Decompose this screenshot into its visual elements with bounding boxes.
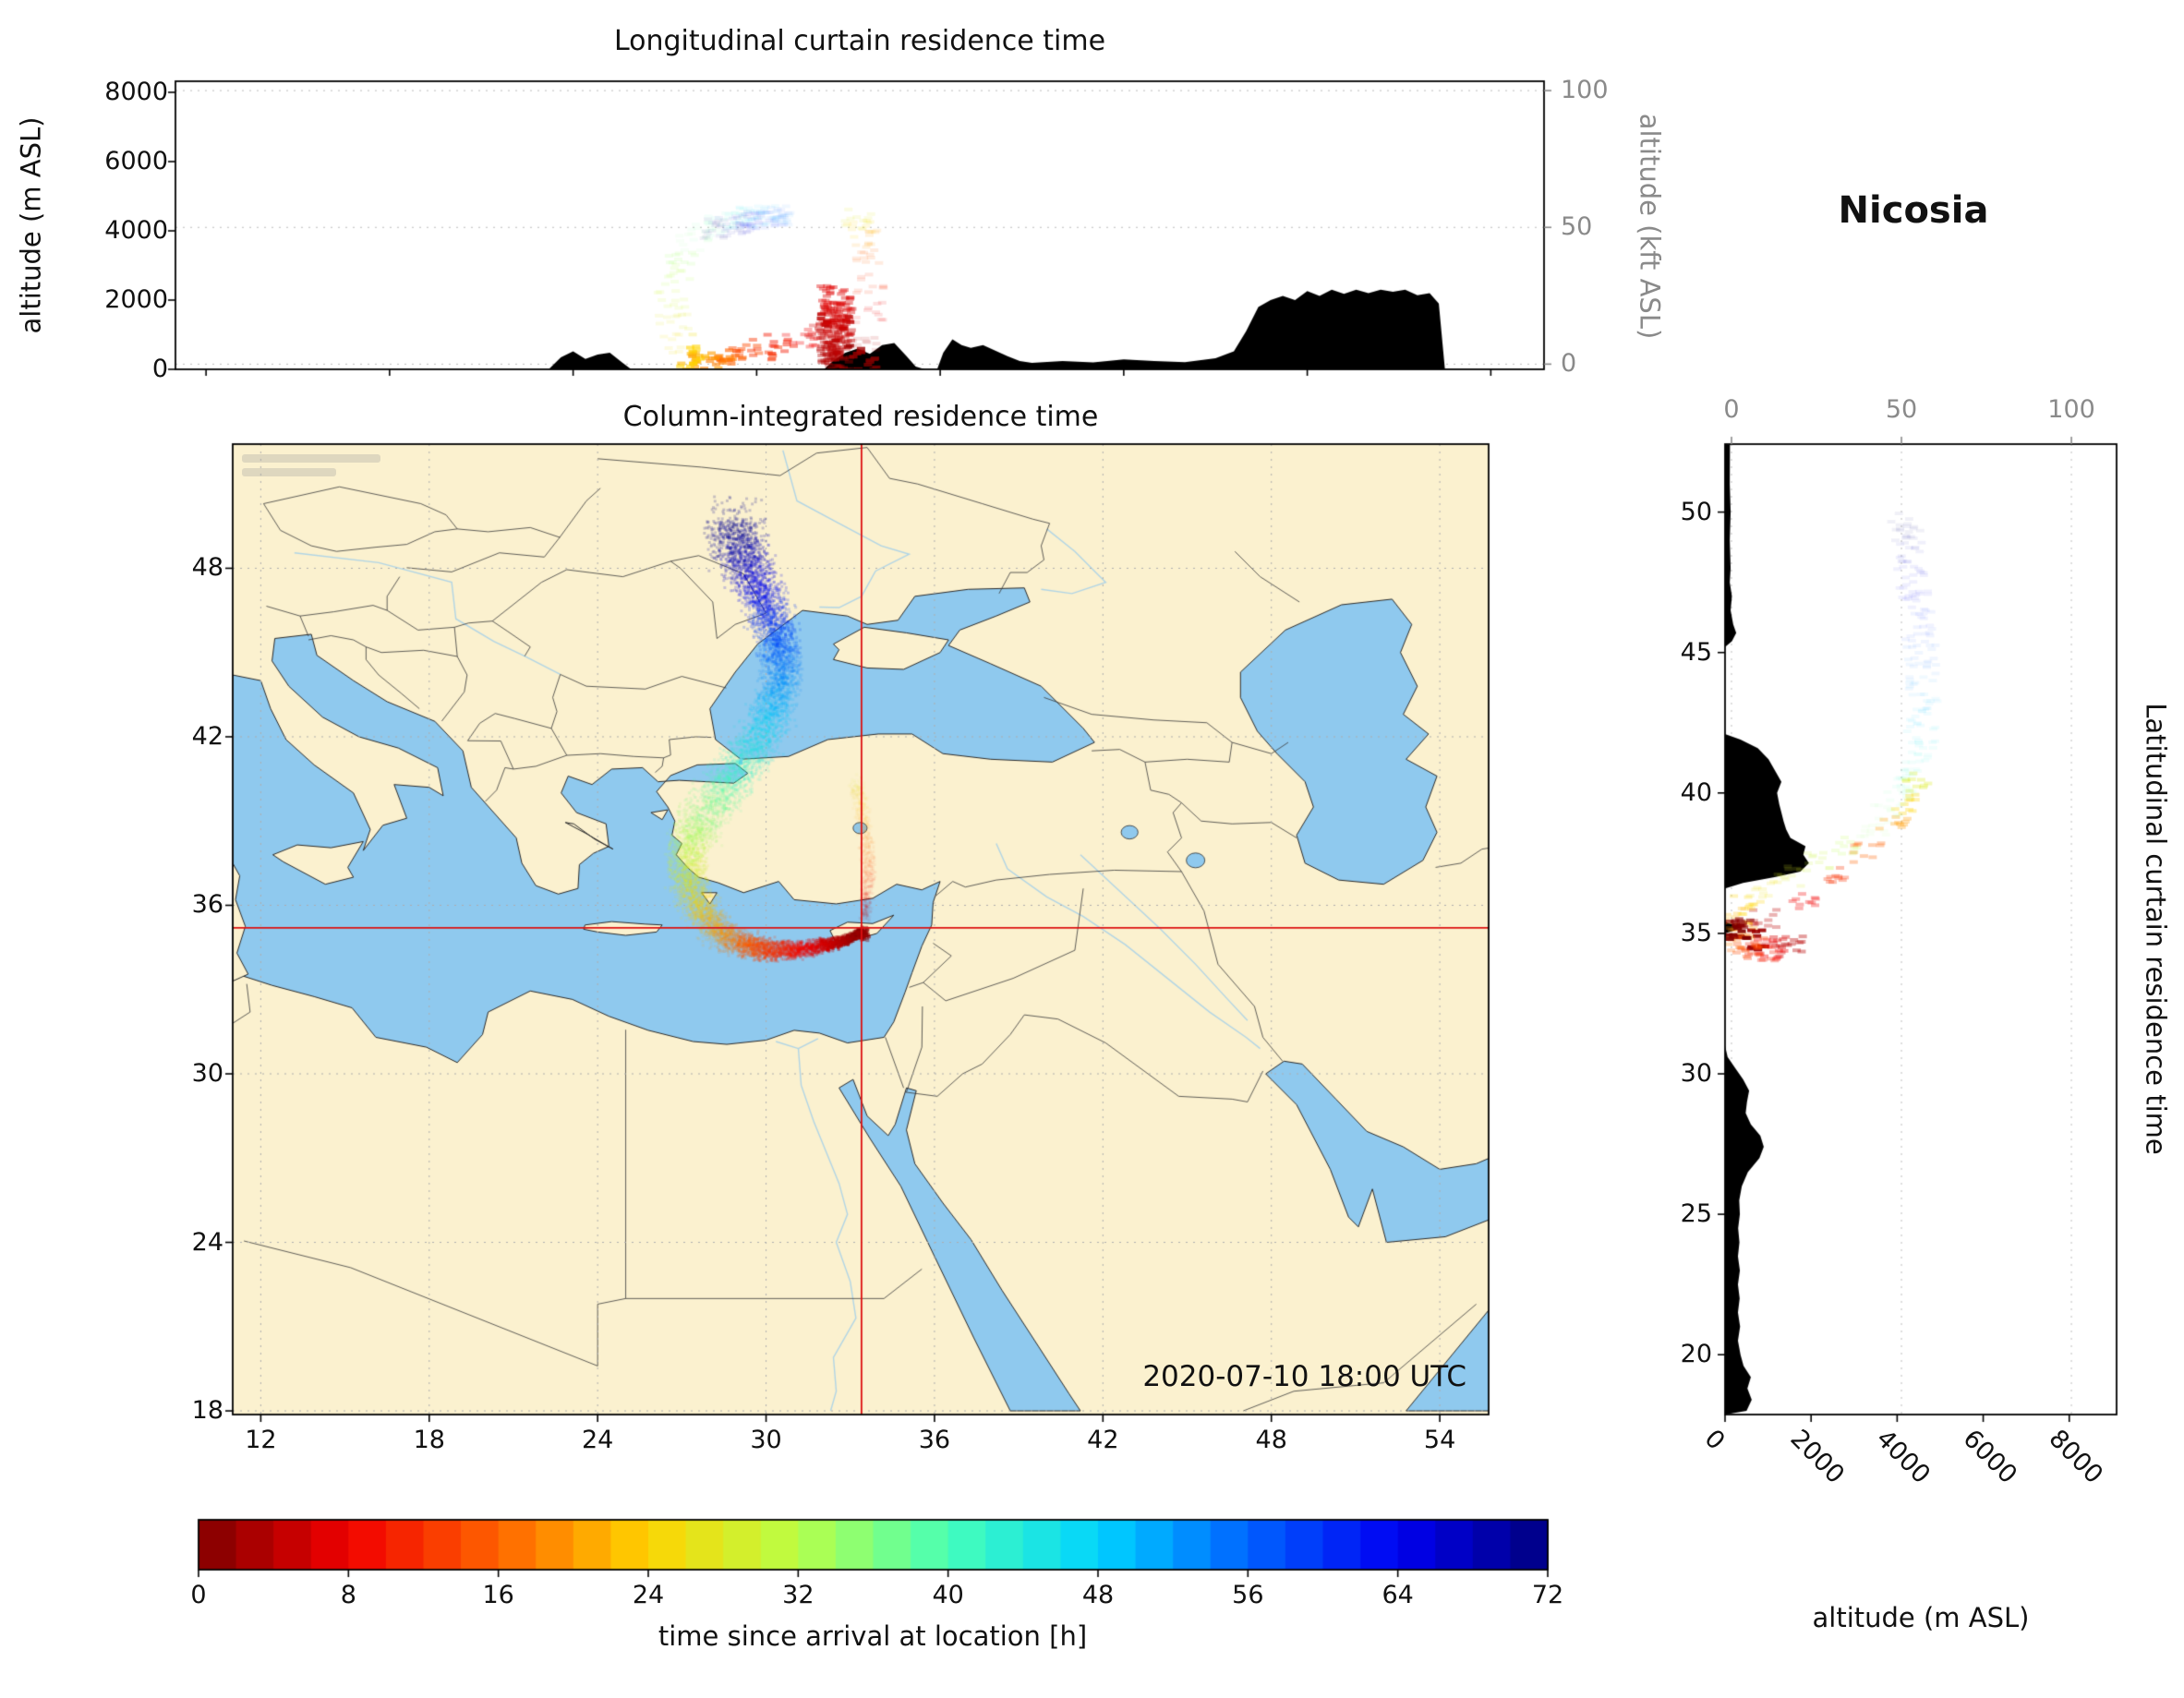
map-attribution-text	[242, 468, 336, 476]
right-ytick-lat: 25	[1680, 1199, 1712, 1229]
top-ylabel-right: altitude (kft ASL)	[1634, 113, 1666, 340]
map-ytick: 18	[191, 1396, 223, 1426]
map-xtick: 24	[581, 1426, 614, 1454]
map-ytick: 42	[191, 721, 223, 751]
colorbar-tick: 40	[932, 1581, 964, 1609]
map-xtick: 54	[1423, 1426, 1456, 1454]
right-ytick-lat: 45	[1680, 637, 1712, 667]
map-timestamp: 2020-07-10 18:00 UTC	[1142, 1360, 1466, 1393]
right-xtick-kft: 50	[1885, 395, 1918, 424]
right-xtick-kft: 100	[2047, 395, 2095, 424]
map-ytick: 36	[191, 890, 223, 920]
map-title: Column-integrated residence time	[622, 401, 1099, 433]
map-ytick: 48	[191, 553, 223, 583]
right-panel-xlabel: altitude (m ASL)	[1812, 1602, 2030, 1633]
top-ylabel-left: altitude (m ASL)	[15, 116, 47, 334]
colorbar-tick: 72	[1531, 1581, 1564, 1609]
map-xtick: 30	[750, 1426, 782, 1454]
right-panel-side-label: Latitudinal curtain residence time	[2140, 703, 2172, 1155]
right-ytick-lat: 35	[1680, 918, 1712, 947]
map-ytick: 24	[191, 1227, 223, 1257]
colorbar-tick: 32	[782, 1581, 814, 1609]
top-ytick-m: 4000	[104, 216, 168, 245]
top-ytick-m: 2000	[104, 285, 168, 314]
map-xtick: 48	[1255, 1426, 1287, 1454]
top-ytick-kft: 50	[1561, 212, 1593, 242]
right-ytick-lat: 20	[1680, 1340, 1712, 1369]
colorbar-tick: 24	[632, 1581, 665, 1609]
right-xtick-kft: 0	[1723, 395, 1740, 424]
top-ytick-m: 8000	[104, 78, 168, 106]
colorbar-tick: 0	[190, 1581, 207, 1609]
colorbar-tick: 48	[1081, 1581, 1115, 1609]
top-ytick-kft: 0	[1561, 349, 1577, 379]
map-xtick: 18	[413, 1426, 445, 1454]
map-ytick: 30	[191, 1059, 223, 1088]
map-xtick: 36	[918, 1426, 951, 1454]
colorbar-tick: 16	[482, 1581, 514, 1609]
colorbar-tick: 56	[1232, 1581, 1264, 1609]
top-panel-title: Longitudinal curtain residence time	[613, 25, 1106, 57]
map-attribution-text	[242, 454, 380, 463]
colorbar-tick: 64	[1382, 1581, 1414, 1609]
map-xtick: 42	[1087, 1426, 1119, 1454]
top-ytick-kft: 100	[1561, 76, 1609, 105]
top-ytick-m: 6000	[104, 147, 168, 175]
colorbar-tick: 8	[340, 1581, 356, 1609]
right-ytick-lat: 40	[1680, 777, 1712, 807]
top-ytick-m: 0	[151, 355, 168, 383]
station-name: Nicosia	[1838, 189, 1989, 232]
right-ytick-lat: 50	[1680, 497, 1712, 526]
right-ytick-lat: 30	[1680, 1059, 1712, 1088]
map-xtick: 12	[245, 1426, 277, 1454]
colorbar-label: time since arrival at location [h]	[658, 1620, 1088, 1652]
